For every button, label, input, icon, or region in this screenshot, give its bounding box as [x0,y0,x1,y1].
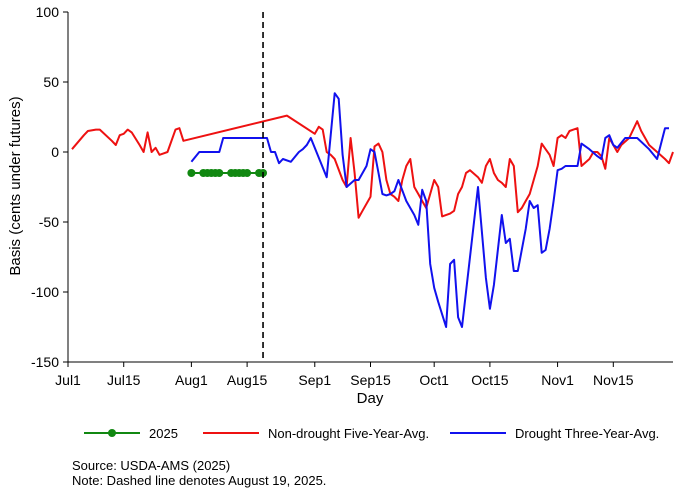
plot-area [67,12,674,363]
y-axis: 100 50 0 -50 -100 -150 [31,4,68,370]
data-point-2025 [243,169,252,177]
x-tick-label: Sep1 [298,372,331,388]
x-tick-label: Jul1 [55,372,81,388]
legend: 2025 Non-drought Five-Year-Avg. Drought Th… [84,426,659,441]
x-tick-label: Nov15 [593,372,634,388]
legend-label-2025: 2025 [149,426,178,441]
x-tick-label: Nov1 [541,372,574,388]
y-tick-label: -100 [31,284,59,300]
legend-label-non-drought-five-year-avg: Non-drought Five-Year-Avg. [268,426,429,441]
legend-label-drought-three-year-avg: Drought Three-Year-Avg. [515,426,659,441]
y-tick-label: 100 [36,4,60,20]
x-tick-label: Oct15 [471,372,509,388]
source-note: Source: USDA-AMS (2025) [72,458,231,473]
series-line-drought-three-year-avg [190,92,669,328]
y-axis-title: Basis (cents under futures) [7,96,24,275]
x-tick-label: Aug1 [175,372,208,388]
x-tick-label: Sep15 [350,372,391,388]
y-tick-label: 50 [43,74,59,90]
y-tick-label: 0 [51,144,59,160]
x-tick-label: Oct1 [419,372,449,388]
x-axis: Jul1 Jul15 Aug1 Aug15 Sep1 Sep15 Oct1 Oct15 Nov1… [55,362,634,388]
y-tick-label: -150 [31,354,59,370]
series-line-non-drought-five-year-avg [71,114,674,219]
legend-marker-2025 [108,429,116,437]
x-tick-label: Aug15 [227,372,268,388]
x-axis-title: Day [357,390,384,407]
data-point-2025 [187,169,196,177]
x-tick-label: Jul15 [107,372,141,388]
data-point-2025 [215,169,224,177]
dashed-line-note: Note: Dashed line denotes August 19, 202… [72,473,327,488]
y-tick-label: -50 [39,214,59,230]
